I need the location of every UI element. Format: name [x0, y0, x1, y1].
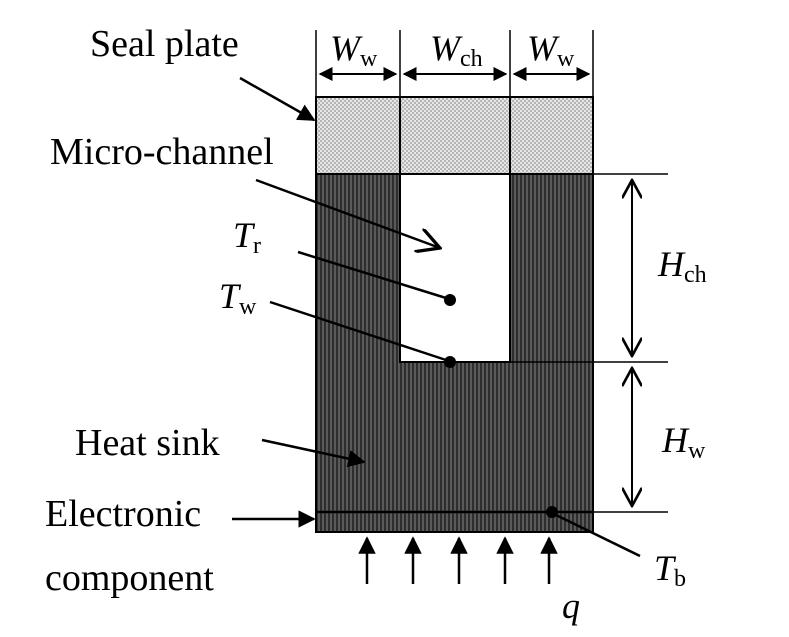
micro-channel-arrow	[255, 178, 440, 248]
tw-leader	[269, 300, 447, 362]
micro-channel-cavity	[399, 173, 511, 363]
heat-sink-arrow	[261, 438, 366, 468]
ww-left-label: Ww	[330, 28, 378, 72]
heat-sink-label: Heat sink	[75, 422, 220, 464]
seal-plate	[315, 96, 594, 175]
seal-plate-arrow	[239, 76, 316, 122]
tb-point	[546, 506, 558, 518]
wch-label: Wch	[430, 28, 483, 72]
tr-leader	[297, 250, 447, 300]
tw-point	[444, 356, 456, 368]
tr-label: Tr	[233, 215, 261, 259]
electronic-label-line2: component	[45, 557, 214, 599]
micro-channel-label: Micro-channel	[50, 131, 274, 173]
heat-flux-arrows	[358, 536, 558, 584]
q-label: q	[562, 586, 580, 626]
hch-label: Hch	[657, 244, 707, 288]
ww-right-label: Ww	[527, 28, 575, 72]
tb-leader	[555, 513, 641, 558]
seal-plate-label: Seal plate	[90, 23, 239, 65]
electronic-label-line1: Electronic	[45, 493, 201, 535]
tw-label: Tw	[219, 276, 257, 320]
tb-label: Tb	[654, 548, 686, 592]
hw-label: Hw	[661, 420, 706, 464]
tr-point	[444, 294, 456, 306]
